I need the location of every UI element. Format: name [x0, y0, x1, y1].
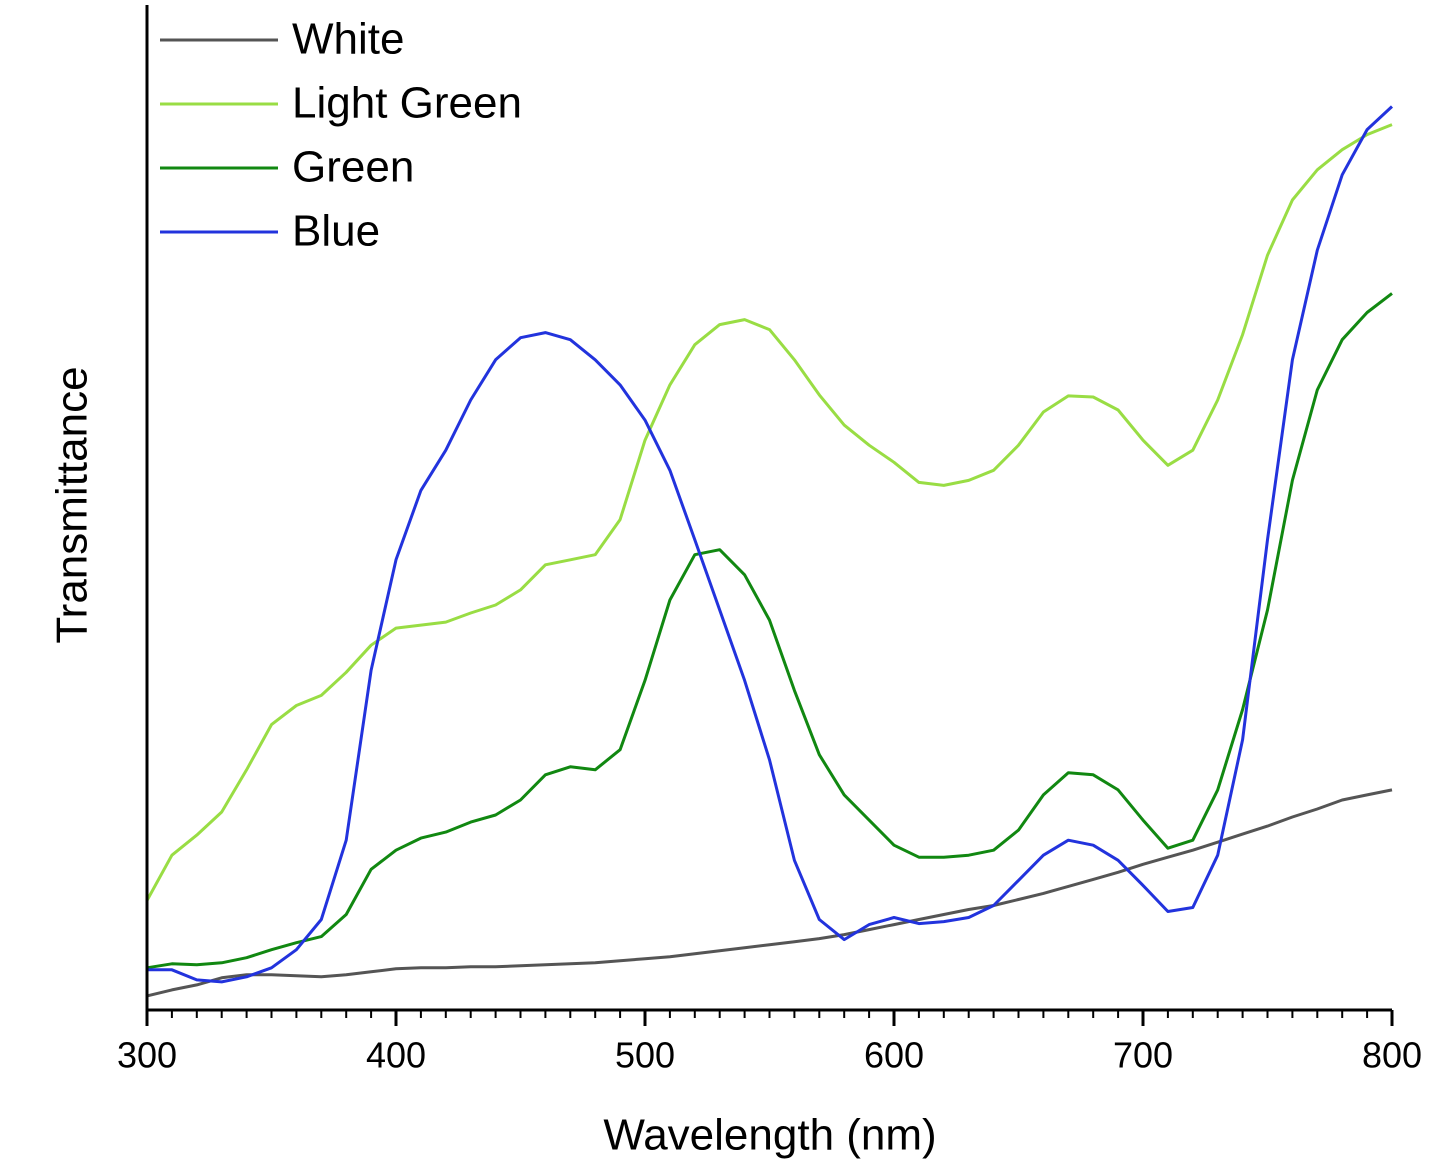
line-series [147, 105, 1394, 984]
x-tick-label: 500 [615, 1035, 675, 1076]
x-tick-label: 800 [1362, 1035, 1422, 1076]
legend-label: Blue [292, 207, 380, 256]
x-tick-label: 700 [1113, 1035, 1173, 1076]
legend-label: White [292, 15, 404, 64]
x-tick-label: 400 [366, 1035, 426, 1076]
x-tick-label: 300 [117, 1035, 177, 1076]
line-series [145, 123, 1393, 902]
line-series [146, 292, 1393, 970]
x-tick-label: 600 [864, 1035, 924, 1076]
legend-label: Light Green [292, 79, 522, 128]
legend-label: Green [292, 143, 414, 192]
line-series [146, 788, 1393, 998]
x-axis-label: Wavelength (nm) [603, 1111, 936, 1160]
y-axis-label: Transmittance [48, 366, 97, 643]
